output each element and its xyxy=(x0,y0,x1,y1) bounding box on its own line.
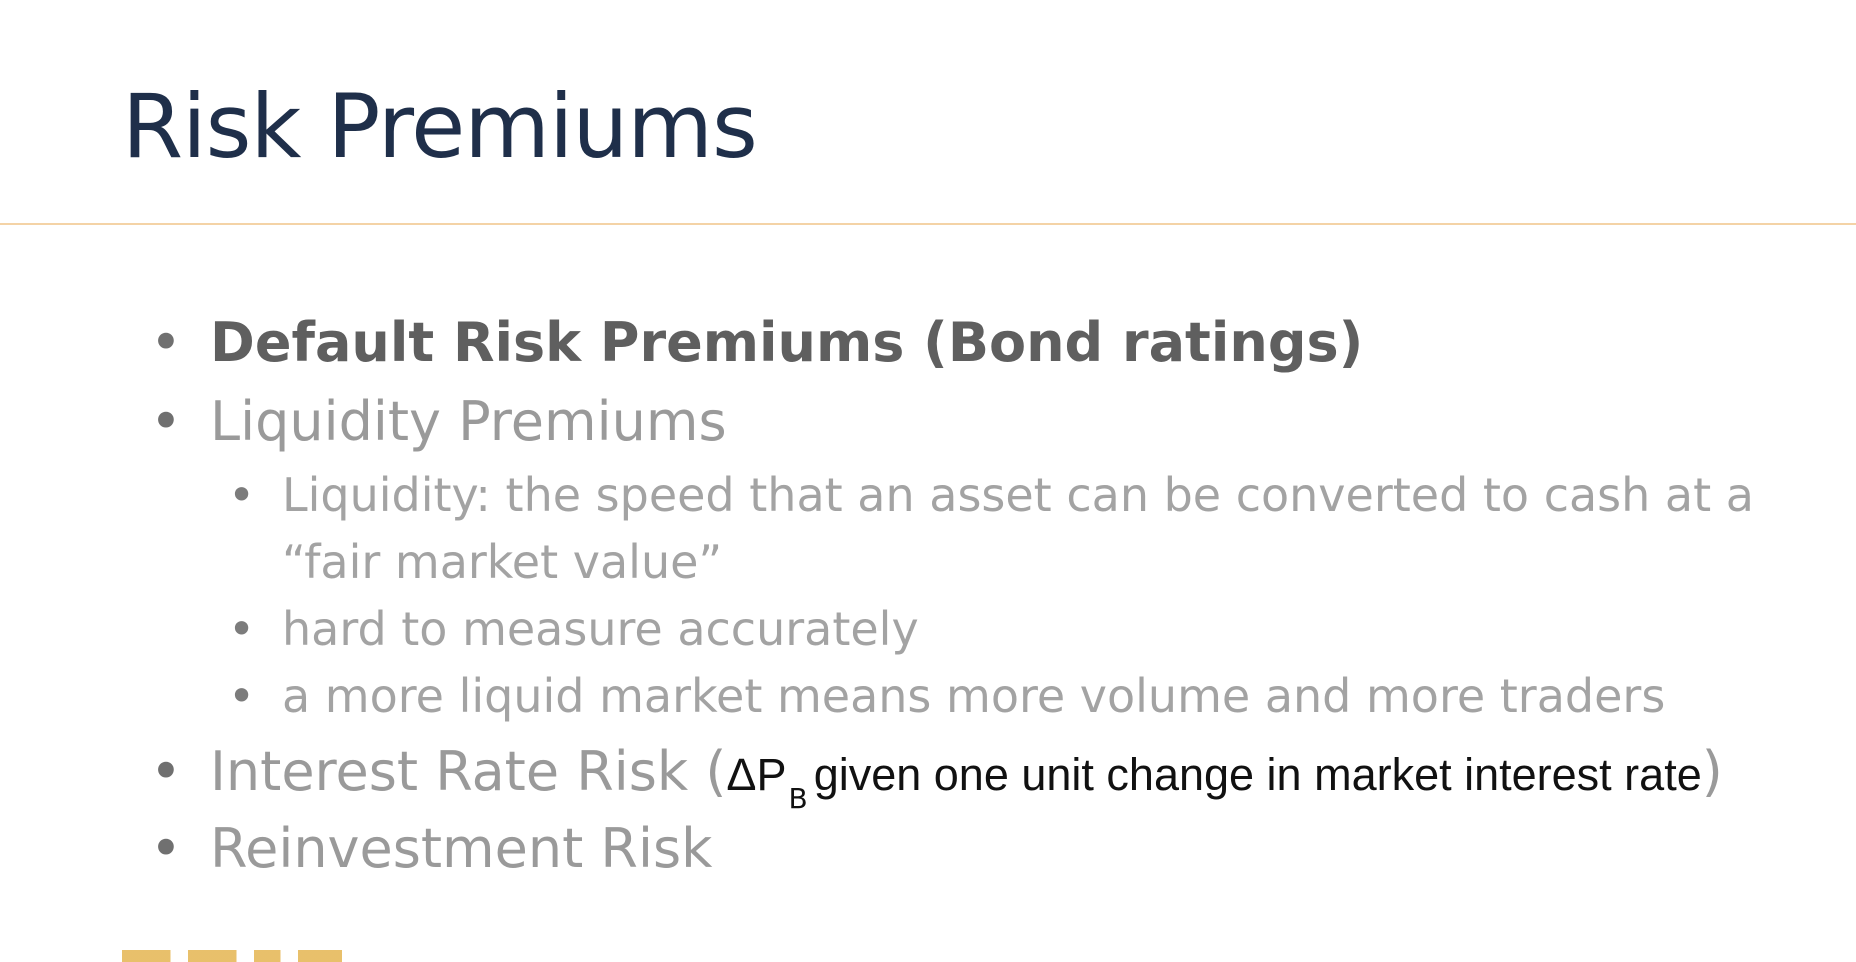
cut-off-heading xyxy=(122,940,372,962)
interest-rate-suffix: ) xyxy=(1701,740,1723,803)
sub-bullet-text: hard to measure accurately xyxy=(282,602,919,656)
sub-bullet-icon: • xyxy=(228,602,256,656)
sub-bullet-icon: • xyxy=(228,669,256,723)
bullet-text: Default Risk Premiums (Bond ratings) xyxy=(210,311,1364,374)
title-divider xyxy=(0,223,1856,225)
sub-bullet-text: Liquidity: the speed that an asset can b… xyxy=(282,468,1754,589)
bullet-icon: • xyxy=(150,817,182,880)
interest-rate-description: given one unit change in market interest… xyxy=(813,749,1702,800)
sub-bullet-text: a more liquid market means more volume a… xyxy=(282,669,1666,723)
bullet-text: Reinvestment Risk xyxy=(210,817,713,880)
cut-off-heading-shape xyxy=(122,950,342,962)
interest-rate-prefix: Interest Rate Risk ( xyxy=(210,740,727,803)
sub-bullet-icon: • xyxy=(228,468,256,522)
bullet-icon: • xyxy=(150,390,182,453)
delta-price-symbol: ΔP xyxy=(726,749,787,800)
bullet-icon: • xyxy=(150,311,182,374)
price-subscript: B xyxy=(788,782,808,815)
bullet-text: Liquidity Premiums xyxy=(210,390,727,453)
bullet-icon: • xyxy=(150,740,182,803)
bullet-text: Interest Rate Risk (ΔPB given one unit ch… xyxy=(210,737,1723,816)
page-title: Risk Premiums xyxy=(122,75,758,178)
